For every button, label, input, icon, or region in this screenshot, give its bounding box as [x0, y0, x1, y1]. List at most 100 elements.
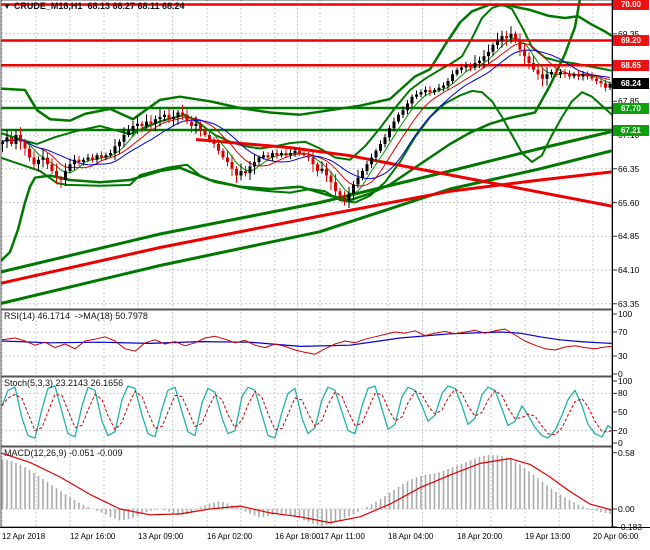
candle-body	[446, 81, 450, 86]
candle-body	[163, 114, 166, 117]
candle-body	[91, 157, 94, 160]
price-tick-label: 64.85	[618, 231, 640, 242]
price-level-badge: 67.70	[613, 102, 649, 114]
candle-body	[572, 74, 576, 77]
candle-body	[176, 112, 180, 117]
candle-body	[599, 81, 603, 84]
candle-body	[208, 135, 211, 140]
candle-body	[608, 83, 612, 88]
candle-body	[118, 141, 121, 147]
macd-panel	[1, 452, 612, 527]
candle-body	[248, 166, 252, 174]
candle-body	[289, 153, 292, 156]
candle-body	[284, 153, 288, 156]
candle-body	[316, 164, 319, 171]
candle-body	[136, 123, 139, 126]
rsi-indicator-label: RSI(14) 46.1714 ->MA(18) 50.7978	[4, 311, 148, 321]
candle-body	[235, 168, 238, 176]
price-tick-label: 66.35	[618, 163, 640, 174]
stoch-tick-label: 0	[618, 438, 623, 448]
trend-ma-green-2	[1, 149, 612, 306]
price-level-badge: 68.24	[613, 78, 649, 90]
candle-body	[172, 117, 175, 120]
ascending-red-trendline	[1, 170, 612, 285]
ma-mid-red	[2, 43, 611, 187]
candle-body	[226, 157, 229, 162]
candle-body	[595, 78, 598, 81]
price-tick-label: 63.35	[618, 298, 640, 309]
candle-body	[352, 184, 355, 194]
candle-body	[154, 119, 157, 124]
candle-body	[424, 90, 427, 93]
stoch-tick-label: 20	[618, 425, 628, 436]
candle-body	[374, 150, 378, 158]
candle-body	[514, 33, 517, 41]
candle-body	[181, 112, 184, 115]
candle-body	[550, 72, 553, 75]
candle-body	[604, 83, 607, 88]
candle-body	[212, 139, 216, 144]
candle-body	[482, 56, 486, 61]
candle-body	[68, 164, 72, 171]
candle-body	[131, 126, 135, 131]
candle-body	[122, 135, 126, 142]
candle-body	[167, 114, 171, 120]
candle-body	[194, 123, 198, 126]
candle-body	[419, 92, 423, 95]
stoch-tick-label: 100	[618, 376, 633, 386]
price-level-badge: 68.65	[613, 59, 649, 71]
candle-body	[388, 128, 391, 138]
time-label: 12 Apr 16:00	[70, 532, 116, 541]
time-label: 13 Apr 09:00	[138, 532, 184, 541]
candle-body	[46, 157, 49, 165]
candle-body	[307, 155, 310, 158]
candle-body	[100, 155, 103, 158]
candle-body	[64, 171, 67, 180]
candle-body	[397, 114, 400, 122]
time-label: 16 Apr 18:00	[275, 532, 321, 541]
macd-tick-label: 0.58	[618, 447, 635, 458]
wide-bollinger-lower	[1, 0, 582, 263]
bollinger-upper	[1, 3, 612, 161]
time-label: 18 Apr 20:00	[457, 532, 503, 541]
candle-body	[460, 67, 463, 70]
candle-body	[455, 69, 459, 75]
symbol-ohlc-text: CRUDE_M18,H1 68.13 68.27 68.11 68.24	[13, 1, 185, 11]
candle-body	[293, 150, 297, 153]
candle-body	[433, 90, 436, 93]
candle-body	[586, 74, 589, 77]
candle-body	[5, 137, 9, 142]
time-label: 19 Apr 13:00	[525, 532, 571, 541]
stochastic-panel	[1, 385, 612, 439]
chart-title: ▼ CRUDE_M18,H1 68.13 68.27 68.11 68.24	[3, 1, 185, 11]
macd-indicator-label: MACD(12,26,9) -0.051 -0.009	[4, 448, 123, 458]
candle-body	[73, 159, 76, 165]
price-tick-label: 64.10	[618, 265, 640, 275]
stoch-tick-label: 80	[618, 388, 628, 399]
candle-body	[559, 72, 562, 75]
rsi-tick-label: 100	[618, 309, 633, 319]
time-label: 12 Apr 2018	[2, 532, 46, 541]
macd-signal-line	[1, 452, 612, 524]
candle-body	[190, 121, 193, 126]
candle-body	[523, 49, 526, 57]
candle-body	[253, 162, 256, 167]
candle-body	[410, 96, 414, 104]
candle-body	[356, 177, 360, 185]
candle-body	[437, 87, 441, 90]
price-level-badge: 69.20	[613, 35, 649, 46]
rsi-ma-line	[1, 331, 612, 347]
candle-body	[590, 76, 594, 79]
candle-body	[401, 110, 405, 115]
candle-body	[127, 130, 130, 135]
candle-body	[145, 121, 148, 126]
candle-body	[406, 103, 409, 111]
candle-body	[428, 90, 432, 93]
candle-body	[10, 137, 13, 144]
candle-body	[370, 157, 373, 165]
candle-body	[320, 168, 324, 171]
symbol-dropdown-arrow-icon[interactable]: ▼	[3, 2, 11, 11]
candle-body	[266, 155, 270, 158]
candle-body	[338, 191, 342, 198]
